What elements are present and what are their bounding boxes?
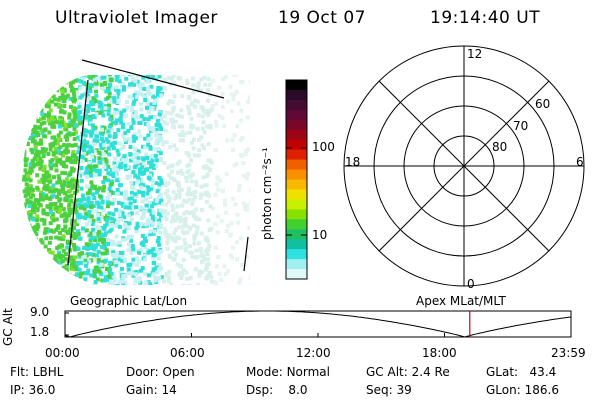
info-seq: Seq: 39 [366,383,412,397]
timeline-ylabel: GC Alt [1,308,15,346]
timeline-y-top: 9.0 [30,305,50,319]
time-label: 19:14:40 UT [430,8,541,28]
timeline-xtick-2: 12:00 [296,346,331,360]
info-mode-value: Normal [286,365,330,379]
info-gcalt-value: 2.4 Re [411,365,450,379]
info-gcalt: GC Alt: 2.4 Re [366,365,450,379]
polar-label-0: 0 [467,277,475,291]
info-dsp-value: 8.0 [288,383,308,397]
colorbar-band [286,189,307,200]
polar-label-12: 12 [467,47,483,61]
info-glat-label: GLat: [486,365,519,379]
colorbar-frame [285,79,308,280]
info-door-label: Door: [126,365,159,379]
colorbar-band [286,219,307,230]
colorbar-tick-label-10: 10 [312,228,328,242]
timeline-right-title: Apex MLat/MLT [416,294,506,308]
info-flt-label: Flt: [10,365,29,379]
polar-diagonal-2 [378,80,550,252]
colorbar-band [286,259,307,270]
info-seq-label: Seq: [366,383,393,397]
info-ip: IP: 36.0 [10,383,55,397]
info-door: Door: Open [126,365,195,379]
timeline-xtick-3: 18:00 [422,346,457,360]
timeline-xtick-1: 06:00 [170,346,205,360]
polar-label-18: 18 [345,155,361,169]
instrument-title: Ultraviolet Imager [55,8,218,28]
polar-ring-label-80: 80 [492,140,508,154]
colorbar-band [286,89,307,101]
info-dsp: Dsp: 8.0 [246,383,308,397]
info-dsp-label: Dsp: [246,383,274,397]
info-glon: GLon: 186.6 [486,383,559,397]
info-glon-value: 186.6 [524,383,559,397]
limb-line-top [81,59,225,99]
colorbar-band [286,139,307,151]
info-glat-value: 43.4 [529,365,557,379]
colorbar-band [286,239,307,250]
polar-ring-label-60: 60 [535,97,551,111]
colorbar-band [286,249,307,260]
colorbar-band [286,209,307,220]
colorbar-band [286,269,307,280]
colorbar-band [286,119,307,131]
colorbar-band [286,80,307,91]
info-ip-label: IP: [10,383,25,397]
info-glon-label: GLon: [486,383,521,397]
timeline-left-title: Geographic Lat/Lon [70,294,188,308]
polar-ring-label-70: 70 [513,119,529,133]
limb-line-right [243,236,249,272]
altitude-curve [64,310,572,338]
colorbar-tick-label-100: 100 [312,140,335,154]
date-label: 19 Oct 07 [278,8,366,28]
info-glat: GLat: 43.4 [486,365,556,379]
uv-image [22,59,250,285]
colorbar-band [286,149,307,161]
timeline-y-bottom: 1.8 [30,325,50,339]
info-gcalt-label: GC Alt: [366,365,408,379]
polar-label-6: 6 [576,155,584,169]
info-flt-value: LBHL [32,365,64,379]
colorbar-band [286,159,307,171]
timeline-xtick-4: 23:59 [551,346,586,360]
colorbar-label: photon cm⁻²s⁻¹ [260,147,274,240]
colorbar-band [286,99,307,111]
info-door-value: Open [162,365,195,379]
info-mode-label: Mode: [246,365,283,379]
info-gain-label: Gain: [126,383,158,397]
info-flt: Flt: LBHL [10,365,63,379]
colorbar [286,80,307,280]
colorbar-band [286,169,307,180]
info-gain-value: 14 [161,383,177,397]
terminator-line [67,79,89,266]
timeline-plot [64,310,572,338]
timeline-xtick-0: 00:00 [45,346,80,360]
colorbar-band [286,199,307,210]
info-ip-value: 36.0 [28,383,56,397]
colorbar-band [286,109,307,121]
info-seq-value: 39 [396,383,412,397]
info-gain: Gain: 14 [126,383,177,397]
colorbar-band [286,129,307,141]
polar-plot [343,45,585,287]
colorbar-band [286,179,307,190]
info-mode: Mode: Normal [246,365,330,379]
colorbar-band [286,229,307,240]
